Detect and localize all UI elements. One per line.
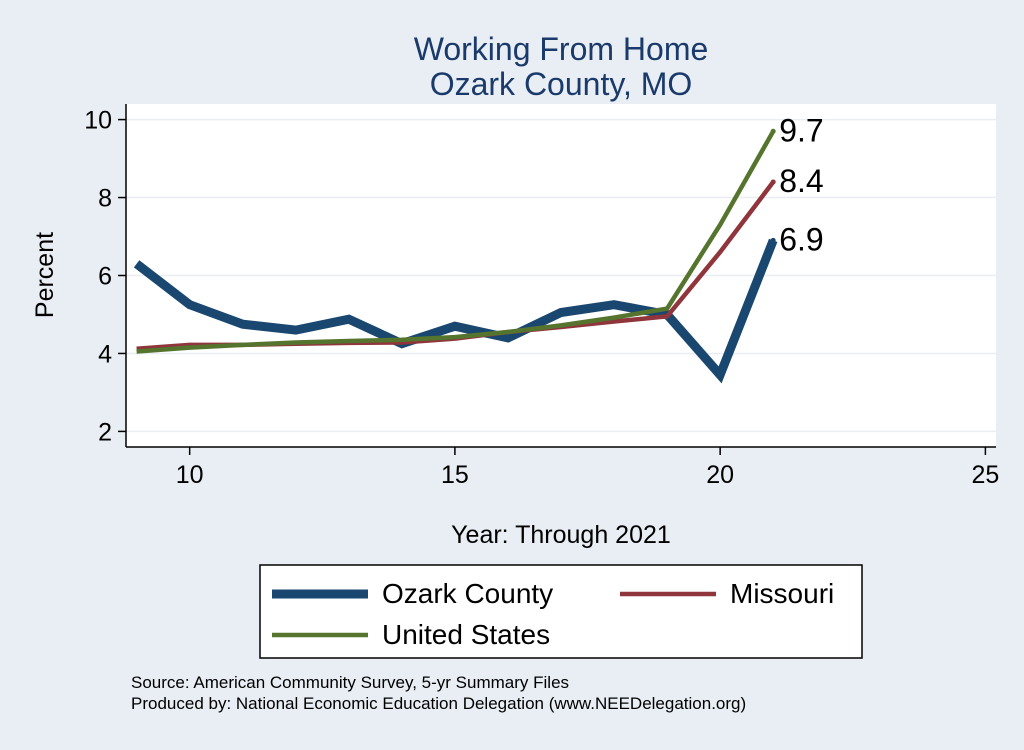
y-tick-label: 4 [98, 340, 112, 368]
legend-label-ozark-county: Ozark County [382, 578, 553, 609]
y-tick-label: 10 [84, 107, 112, 135]
end-marker-missouri [770, 179, 776, 185]
x-tick-label: 15 [441, 461, 469, 489]
end-label-missouri: 8.4 [779, 163, 823, 199]
legend-label-united-states: United States [382, 619, 550, 650]
legend: Ozark County Missouri United States [259, 564, 863, 659]
x-tick-label: 20 [706, 461, 734, 489]
end-labels: 6.9 8.4 9.7 [770, 112, 824, 257]
series-line-united-states [136, 130, 776, 354]
y-tick-label: 2 [98, 418, 112, 446]
y-tick-label: 8 [98, 185, 112, 213]
y-tick-label: 6 [98, 263, 112, 291]
y-axis-label: Percent [31, 232, 59, 318]
end-marker-united-states [770, 128, 776, 134]
end-label-united-states: 9.7 [779, 112, 823, 148]
produced-by-note: Produced by: National Economic Education… [131, 694, 746, 713]
end-marker-ozark-county [770, 237, 776, 243]
x-tick-label: 10 [176, 461, 204, 489]
series-lines [133, 130, 778, 384]
x-axis-label: Year: Through 2021 [451, 521, 671, 549]
end-label-ozark-county: 6.9 [779, 221, 823, 257]
chart-subtitle: Ozark County, MO [430, 66, 693, 102]
legend-box [259, 564, 863, 659]
axes: 2 4 6 8 10 10 15 20 25 [84, 104, 999, 489]
legend-label-missouri: Missouri [730, 578, 834, 609]
grid [126, 118, 996, 433]
x-tick-label: 25 [971, 461, 999, 489]
source-note: Source: American Community Survey, 5-yr … [131, 673, 569, 692]
chart-title: Working From Home [414, 31, 709, 67]
